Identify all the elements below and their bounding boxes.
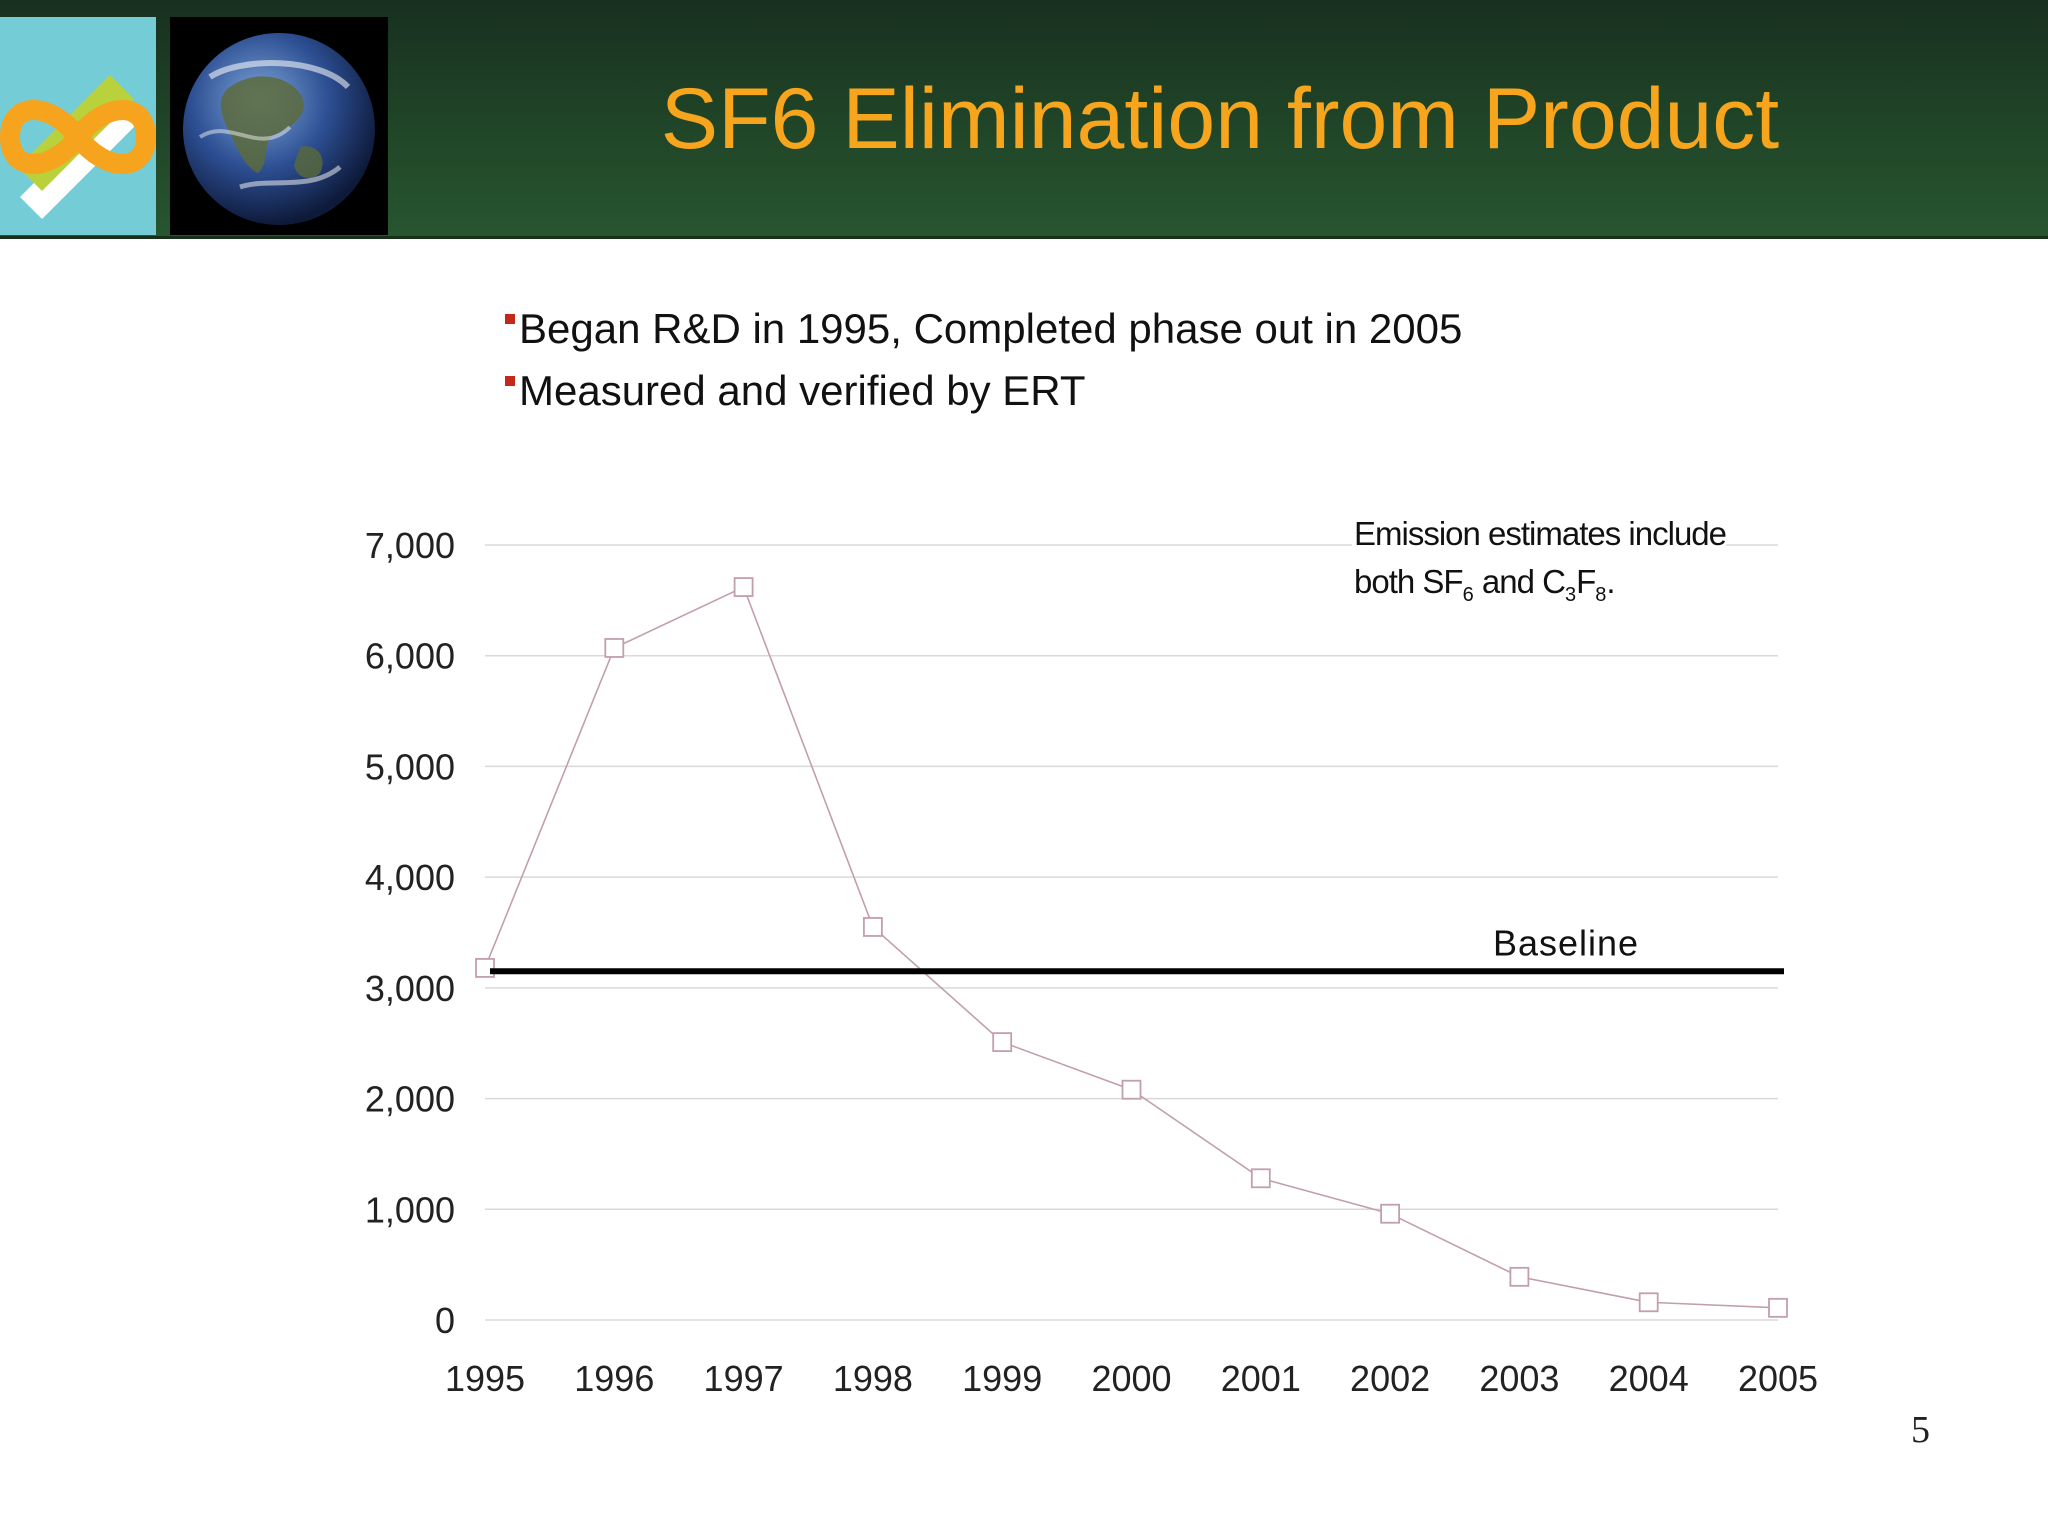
chart-x-ticks: 1995 1996 1997 1998 1999 2000 2001 2002 2003 2004…: [445, 1358, 1818, 1399]
data-point-marker: [1509, 1266, 1530, 1287]
annotation-text: and C: [1473, 563, 1566, 600]
x-tick-label: 1999: [962, 1358, 1042, 1399]
data-point-marker: [1380, 1203, 1400, 1224]
data-point-marker: [1121, 1079, 1142, 1100]
bullet-marker-icon: [505, 314, 515, 324]
header-divider: [0, 236, 2048, 239]
y-tick-label: 5,000: [365, 746, 455, 787]
data-point-marker: [475, 958, 495, 978]
page-number: 5: [1911, 1409, 1930, 1451]
data-point-marker: [863, 917, 883, 937]
chart-baseline: Baseline: [490, 922, 1784, 975]
annotation-text: .: [1606, 563, 1615, 600]
data-point-marker: [1250, 1168, 1271, 1189]
bullet-list: Began R&D in 1995, Completed phase out i…: [505, 298, 1462, 422]
annotation-line-2: both SF6 and C3F8.: [1354, 558, 1726, 619]
x-tick-label: 2002: [1350, 1358, 1430, 1399]
annotation-subscript: 6: [1462, 584, 1474, 606]
bullet-item: Measured and verified by ERT: [505, 360, 1462, 422]
chart-annotation: Emission estimates include both SF6 and …: [1352, 510, 1727, 619]
x-tick-label: 1995: [445, 1358, 525, 1399]
x-tick-label: 2001: [1221, 1358, 1301, 1399]
x-tick-label: 2004: [1609, 1358, 1689, 1399]
chart-series: [475, 577, 1788, 1318]
annotation-subscript: 3: [1564, 584, 1577, 606]
x-tick-label: 1998: [833, 1358, 913, 1399]
x-tick-label: 1996: [574, 1358, 654, 1399]
y-tick-label: 0: [435, 1300, 455, 1341]
x-tick-label: 2000: [1091, 1358, 1171, 1399]
bullet-text: Began R&D in 1995, Completed phase out i…: [519, 305, 1463, 352]
bullet-text: Measured and verified by ERT: [519, 367, 1086, 414]
slide-title: SF6 Elimination from Product: [660, 71, 1780, 167]
annotation-text: F: [1576, 563, 1596, 600]
annotation-line-1: Emission estimates include: [1354, 515, 1727, 552]
annotation-subscript: 8: [1595, 584, 1607, 606]
y-tick-label: 7,000: [365, 525, 455, 566]
data-point-marker: [1638, 1292, 1659, 1313]
baseline-label: Baseline: [1493, 922, 1639, 963]
company-logo-icon: [0, 17, 156, 235]
x-tick-label: 1997: [704, 1358, 784, 1399]
x-tick-label: 2003: [1479, 1358, 1559, 1399]
data-point-marker: [992, 1032, 1013, 1053]
data-point-marker: [733, 577, 754, 597]
y-tick-label: 3,000: [365, 968, 455, 1009]
data-point-marker: [1768, 1297, 1788, 1318]
y-tick-label: 2,000: [365, 1079, 455, 1120]
chart-gridlines: [485, 544, 1778, 1321]
bullet-item: Began R&D in 1995, Completed phase out i…: [505, 298, 1462, 360]
annotation-text: both SF: [1354, 563, 1464, 600]
bullet-marker-icon: [505, 376, 515, 386]
y-tick-label: 1,000: [365, 1189, 455, 1230]
data-point-marker: [604, 638, 625, 658]
chart-y-ticks: 0 1,000 2,000 3,000 4,000 5,000 6,000 7,000: [365, 525, 455, 1341]
earth-globe-icon: [170, 17, 388, 235]
x-tick-label: 2005: [1738, 1358, 1818, 1399]
y-tick-label: 6,000: [365, 636, 455, 677]
y-tick-label: 4,000: [365, 857, 455, 898]
